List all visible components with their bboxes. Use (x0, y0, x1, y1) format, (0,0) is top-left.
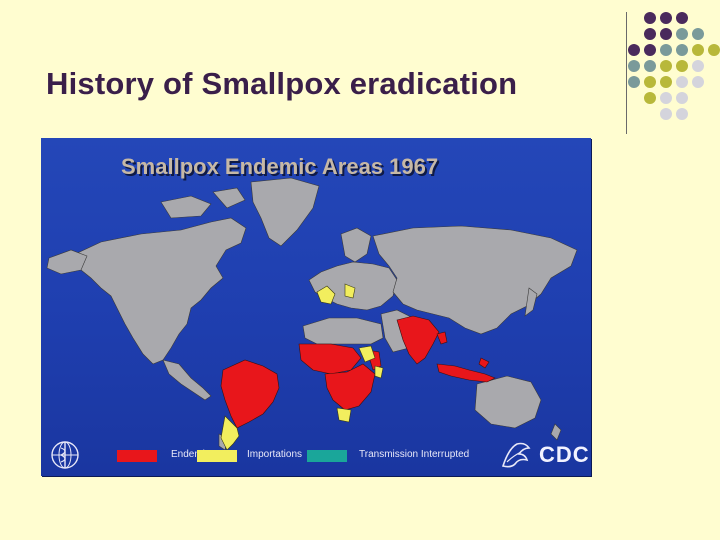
north-america (70, 217, 247, 365)
north-africa (302, 317, 384, 345)
world-map (46, 177, 578, 451)
importation-east-africa (358, 345, 376, 363)
japan (524, 287, 538, 317)
cdc-wordmark: CDC (539, 442, 590, 467)
endemic-indonesia (436, 363, 496, 383)
australia (474, 375, 542, 429)
endemic-bangladesh (436, 331, 448, 345)
greenland (250, 177, 320, 247)
importation-western-europe (316, 285, 336, 305)
legend-label-endemic: Endemic (171, 449, 210, 460)
endemic-central-africa (324, 363, 376, 411)
endemic-south-america (220, 359, 280, 429)
importation-southern-africa (336, 407, 352, 423)
europe (308, 261, 398, 311)
who-emblem-icon (51, 441, 79, 469)
legend-swatch-importations (197, 450, 237, 462)
legend-swatch-endemic (117, 450, 157, 462)
alaska (46, 249, 88, 275)
importation-argentina (220, 415, 240, 451)
scandinavia (340, 227, 372, 263)
slide-title: History of Smallpox eradication (46, 66, 518, 101)
russia-asia (372, 225, 578, 335)
hhs-eagle-icon (501, 442, 531, 468)
central-america (162, 359, 212, 401)
endemic-south-asia (396, 315, 440, 365)
divider-line (626, 12, 627, 134)
map-title: Smallpox Endemic Areas 1967 (121, 154, 439, 179)
world-map-panel: Smallpox Endemic Areas 1967 (41, 138, 591, 476)
legend-swatch-transmission-interrupted (307, 450, 347, 462)
legend-label-transmission-interrupted: Transmission Interrupted (359, 449, 470, 460)
importation-eastern-europe (344, 283, 356, 299)
legend-label-importations: Importations (247, 449, 303, 460)
arctic-islands (160, 195, 212, 219)
cdc-logo: CDC (491, 438, 589, 472)
